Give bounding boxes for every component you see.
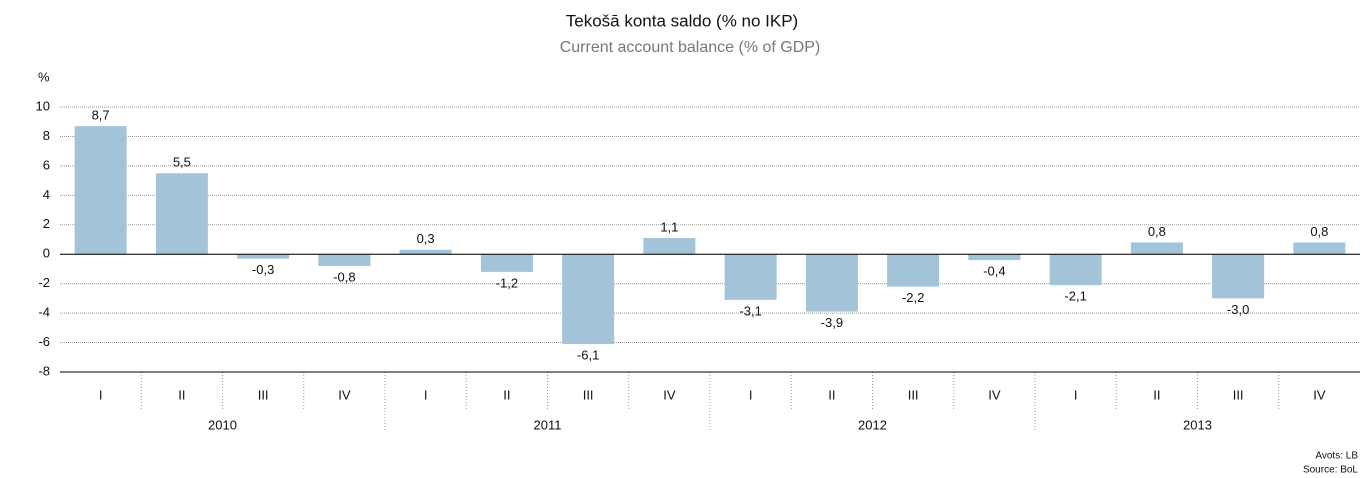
value-label: -0,3 [252,262,274,277]
x-tick-label: III [583,387,594,402]
bar [887,254,940,287]
bar [1049,254,1102,286]
chart-subtitle: Current account balance (% of GDP) [560,39,821,56]
y-tick-label: -4 [38,305,50,320]
x-tick-label: I [1074,387,1078,402]
value-label: -0,4 [983,264,1005,279]
bar [1293,242,1346,255]
source: Source: BoL [1303,465,1358,476]
y-tick-label: -6 [38,334,50,349]
value-label: -0,8 [333,269,355,284]
value-label: -6,1 [577,347,599,362]
value-label: -3,9 [821,315,843,330]
x-tick-label: IV [663,387,676,402]
chart-title: Tekošā konta saldo (% no IKP) [566,11,798,30]
value-label: 0,3 [417,231,435,246]
y-tick-label: 10 [36,98,50,113]
x-tick-label: I [424,387,428,402]
value-label: 0,8 [1148,224,1166,239]
y-tick-label: -8 [38,363,50,378]
y-tick-label: 4 [43,187,50,202]
value-label: -3,0 [1227,302,1249,317]
x-tick-label: II [503,387,510,402]
x-tick-label: III [258,387,269,402]
bar [1212,254,1265,299]
value-label: 0,8 [1310,224,1328,239]
bar [318,254,371,266]
y-tick-label: 0 [43,246,50,261]
x-tick-label: III [1233,387,1244,402]
value-label: 8,7 [92,108,110,123]
value-label: -1,2 [496,275,518,290]
x-tick-label: IV [1313,387,1326,402]
bar [724,254,777,300]
value-label: -2,2 [902,290,924,305]
x-tick-label: III [908,387,919,402]
bar [480,254,533,272]
x-tick-label: IV [338,387,351,402]
value-label: -2,1 [1064,289,1086,304]
y-axis-label: % [38,69,50,84]
x-tick-label: I [749,387,753,402]
bar [643,238,696,255]
y-tick-label: -2 [38,275,50,290]
bar [399,249,452,255]
bar [155,173,208,255]
year-label: 2011 [534,417,562,432]
source: Avots: LB [1315,451,1358,462]
x-tick-label: II [828,387,835,402]
value-label: -3,1 [739,303,761,318]
x-tick-label: I [99,387,103,402]
bar [74,126,127,255]
year-label: 2012 [858,417,887,432]
bar [968,254,1021,261]
bar [237,254,290,259]
y-tick-label: 6 [43,157,50,172]
x-tick-label: IV [988,387,1001,402]
x-tick-label: II [178,387,185,402]
bar [1130,242,1183,255]
bar [805,254,858,312]
year-label: 2010 [208,417,237,432]
year-label: 2013 [1183,417,1212,432]
y-tick-label: 8 [43,128,50,143]
value-label: 5,5 [173,155,191,170]
bar [562,254,615,345]
x-tick-label: II [1153,387,1160,402]
value-label: 1,1 [660,219,678,234]
y-tick-label: 2 [43,216,50,231]
